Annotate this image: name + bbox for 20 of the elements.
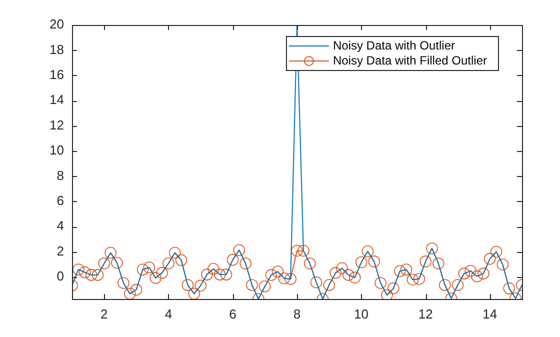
y-tick-label: 4 bbox=[56, 218, 64, 234]
x-tick-label: 6 bbox=[229, 306, 236, 322]
y-tick-label: 10 bbox=[50, 142, 64, 158]
x-tick-label: 4 bbox=[164, 306, 172, 322]
x-tick-label: 10 bbox=[354, 306, 369, 322]
legend-label: Noisy Data with Filled Outlier bbox=[332, 53, 488, 68]
x-tick-label: 12 bbox=[418, 306, 433, 322]
y-tick-label: 0 bbox=[56, 268, 64, 284]
y-tick-label: 18 bbox=[50, 42, 64, 57]
y-tick-label: 6 bbox=[56, 192, 64, 208]
x-tick-label: 2 bbox=[100, 306, 108, 322]
x-tick-label: 8 bbox=[293, 306, 301, 322]
x-tick-label: 14 bbox=[482, 306, 498, 322]
y-tick-label: 14 bbox=[50, 92, 64, 108]
y-tick-label: 12 bbox=[50, 117, 64, 132]
y-tick-label: 20 bbox=[50, 16, 64, 32]
y-tick-label: 2 bbox=[56, 243, 64, 258]
y-tick-label: 16 bbox=[50, 66, 64, 82]
legend-label: Noisy Data with Outlier bbox=[332, 38, 455, 52]
y-tick-label: 8 bbox=[56, 168, 64, 183]
